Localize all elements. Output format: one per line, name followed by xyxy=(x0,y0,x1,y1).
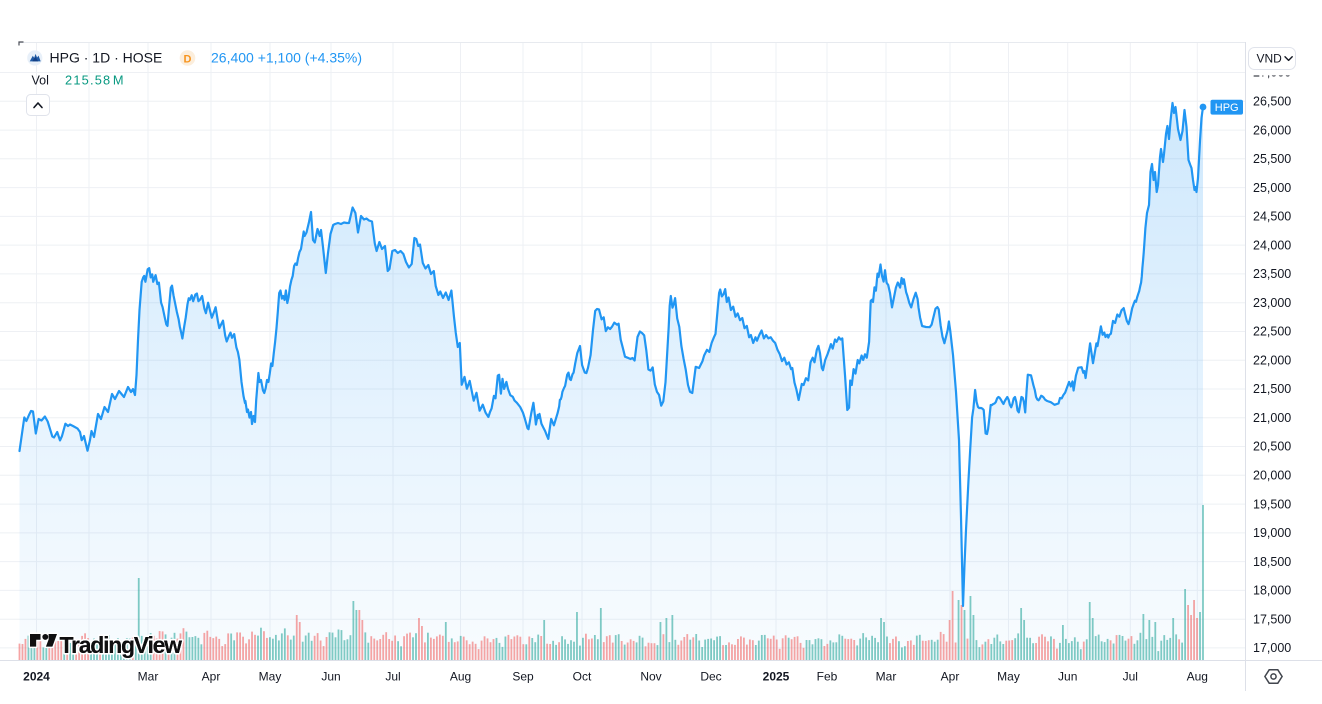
svg-text:Mar: Mar xyxy=(138,670,159,684)
svg-text:17,500: 17,500 xyxy=(1253,612,1291,626)
svg-text:Vol: Vol xyxy=(32,73,49,87)
svg-text:May: May xyxy=(259,670,282,684)
svg-text:Sep: Sep xyxy=(512,670,534,684)
svg-text:17,000: 17,000 xyxy=(1253,641,1291,655)
svg-text:TradingView: TradingView xyxy=(60,632,183,658)
svg-text:Feb: Feb xyxy=(817,670,838,684)
svg-text:TradingView: TradingView xyxy=(60,632,183,658)
svg-text:23,000: 23,000 xyxy=(1253,296,1291,310)
svg-text:2024: 2024 xyxy=(23,670,50,684)
svg-text:26,000: 26,000 xyxy=(1253,123,1291,137)
svg-text:VND: VND xyxy=(1257,52,1283,66)
svg-text:25,000: 25,000 xyxy=(1253,181,1291,195)
svg-text:HPG: HPG xyxy=(1215,102,1239,114)
svg-text:D: D xyxy=(184,53,192,65)
svg-text:20,500: 20,500 xyxy=(1253,440,1291,454)
svg-text:Jun: Jun xyxy=(321,670,340,684)
svg-text:22,000: 22,000 xyxy=(1253,353,1291,367)
svg-text:23,500: 23,500 xyxy=(1253,267,1291,281)
svg-text:Aug: Aug xyxy=(450,670,471,684)
svg-text:18,000: 18,000 xyxy=(1253,584,1291,598)
svg-text:Aug: Aug xyxy=(1187,670,1208,684)
svg-text:19,000: 19,000 xyxy=(1253,526,1291,540)
svg-text:Oct: Oct xyxy=(573,670,592,684)
svg-text:Apr: Apr xyxy=(202,670,221,684)
svg-text:25,500: 25,500 xyxy=(1253,152,1291,166)
svg-text:26,500: 26,500 xyxy=(1253,95,1291,109)
svg-text:HPG · 1D · HOSE: HPG · 1D · HOSE xyxy=(50,50,163,66)
svg-text:24,000: 24,000 xyxy=(1253,238,1291,252)
svg-text:Jul: Jul xyxy=(1123,670,1138,684)
svg-text:Mar: Mar xyxy=(876,670,897,684)
svg-text:18,500: 18,500 xyxy=(1253,555,1291,569)
svg-text:21,500: 21,500 xyxy=(1253,382,1291,396)
svg-text:Apr: Apr xyxy=(941,670,960,684)
svg-text:215.58M: 215.58 M xyxy=(65,72,125,87)
svg-text:Jul: Jul xyxy=(385,670,400,684)
svg-text:Dec: Dec xyxy=(700,670,721,684)
svg-text:19,500: 19,500 xyxy=(1253,497,1291,511)
svg-text:Nov: Nov xyxy=(640,670,661,684)
svg-text:May: May xyxy=(997,670,1020,684)
svg-text:Jun: Jun xyxy=(1058,670,1077,684)
svg-text:26,400 +1,100 (+4.35%): 26,400 +1,100 (+4.35%) xyxy=(211,50,362,66)
svg-text:2025: 2025 xyxy=(763,670,790,684)
svg-text:21,000: 21,000 xyxy=(1253,411,1291,425)
svg-text:22,500: 22,500 xyxy=(1253,325,1291,339)
svg-text:24,500: 24,500 xyxy=(1253,210,1291,224)
svg-text:20,000: 20,000 xyxy=(1253,469,1291,483)
